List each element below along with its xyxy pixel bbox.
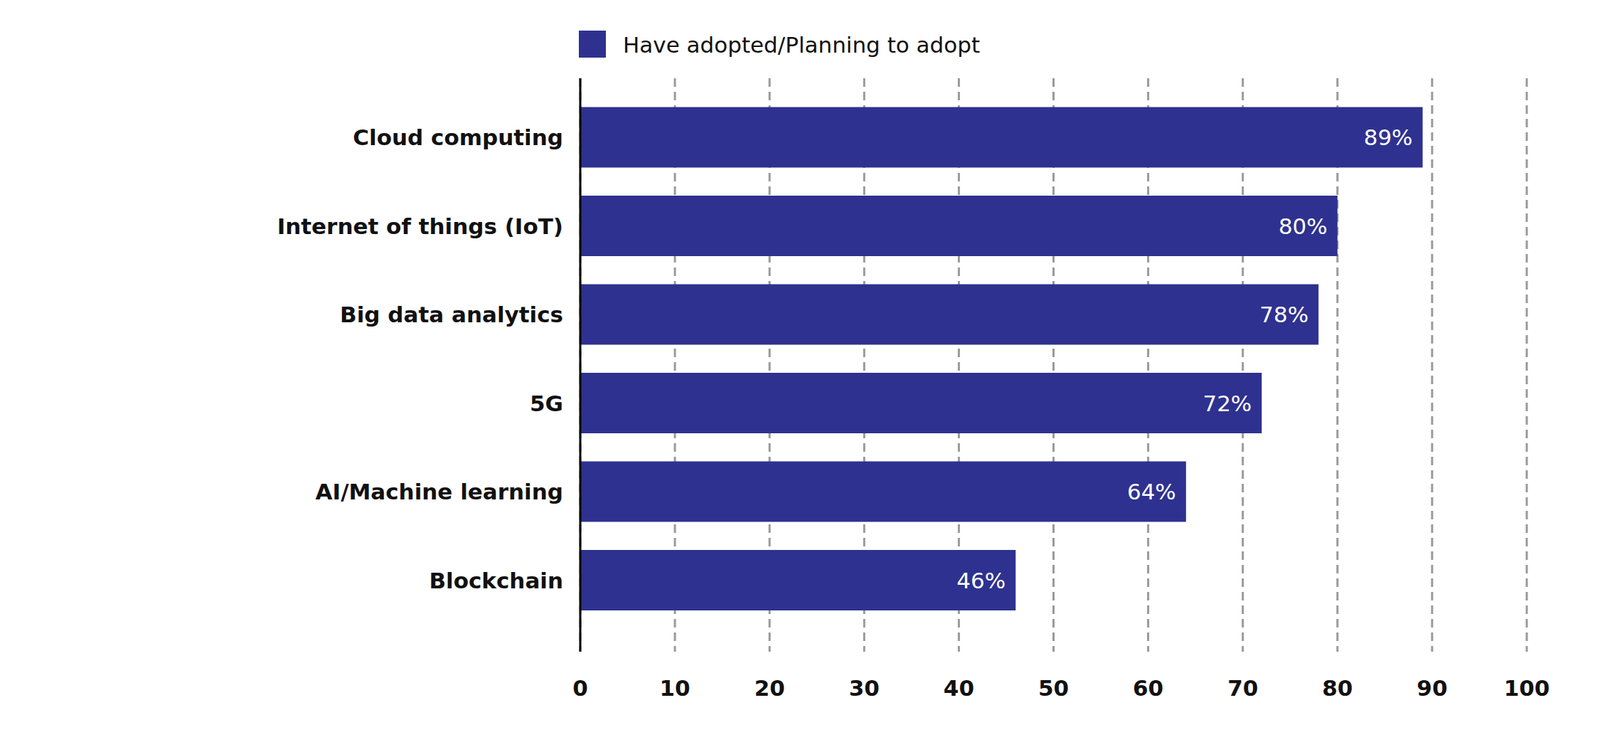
- x-tick-label: 60: [1132, 674, 1164, 701]
- data-label: 80%: [1278, 213, 1328, 239]
- grid-line: [579, 78, 582, 652]
- x-tick-label: 20: [754, 674, 786, 701]
- x-tick-label: 100: [1504, 674, 1551, 701]
- category-label: 5G: [529, 390, 564, 416]
- bar: [580, 284, 1319, 345]
- x-tick-label: 50: [1038, 674, 1069, 701]
- x-tick-label: 10: [659, 674, 691, 701]
- data-label: 64%: [1127, 478, 1177, 505]
- bar: [580, 107, 1423, 168]
- x-tick-label: 90: [1416, 674, 1448, 701]
- bar: [580, 195, 1338, 256]
- x-tick-label: 30: [849, 674, 880, 701]
- bar: [580, 372, 1262, 434]
- legend-label: Have adopted/Planning to adopt: [622, 32, 980, 58]
- category-label: Big data analytics: [339, 301, 564, 328]
- bars: [580, 107, 1423, 611]
- y-axis-line: [579, 78, 582, 652]
- x-tick-label: 70: [1227, 674, 1258, 701]
- x-tick-label: 40: [943, 674, 975, 701]
- data-label: 46%: [956, 567, 1006, 594]
- grid-line: [1526, 78, 1529, 652]
- data-label: 89%: [1363, 124, 1413, 151]
- category-label: AI/Machine learning: [315, 478, 564, 505]
- category-label: Cloud computing: [352, 124, 564, 151]
- bar: [580, 461, 1187, 522]
- category-label: Blockchain: [428, 567, 564, 594]
- chart: 89% 80% 78% 72% 64% 46% Cloud computing Interne…: [0, 0, 1600, 752]
- x-tick-label: 80: [1321, 674, 1353, 701]
- bar: [580, 549, 1016, 611]
- data-label: 78%: [1259, 301, 1309, 328]
- data-label: 72%: [1202, 390, 1252, 416]
- x-tick-label: 0: [572, 674, 589, 701]
- legend-swatch: [578, 30, 606, 58]
- category-label: Internet of things (IoT): [277, 213, 564, 239]
- grid-line: [1430, 78, 1433, 652]
